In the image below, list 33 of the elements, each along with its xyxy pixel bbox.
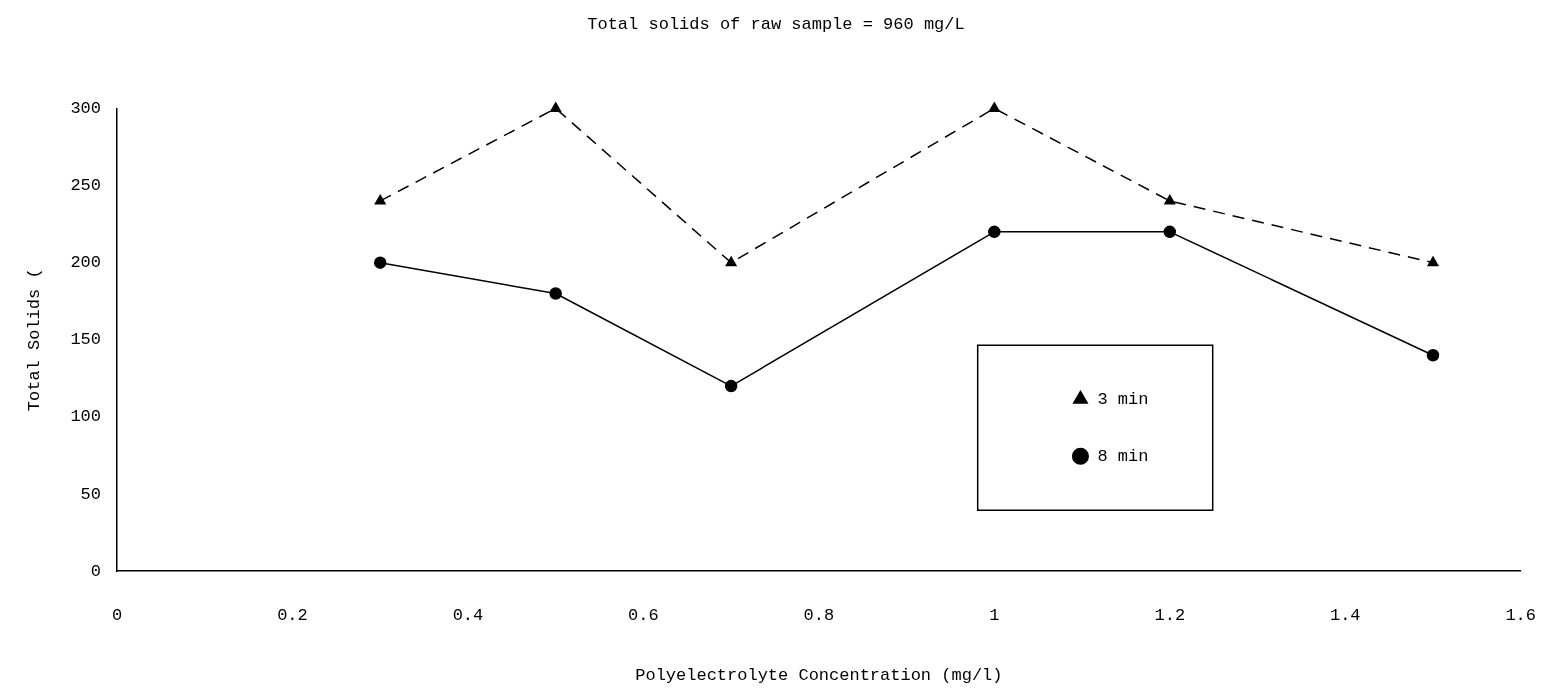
y-tick-label: 150 bbox=[70, 330, 101, 350]
x-tick-label: 1.2 bbox=[1154, 605, 1186, 625]
chart-title: Total solids of raw sample = 960 mg/L bbox=[587, 14, 965, 34]
point bbox=[550, 102, 562, 112]
x-tick-label: 1.6 bbox=[1505, 605, 1536, 625]
x-tick-label: 0.2 bbox=[277, 605, 308, 625]
x-axis-title: Polyelectrolyte Concentration (mg/l) bbox=[635, 666, 1003, 686]
point bbox=[725, 256, 737, 267]
x-tick-label: 0.8 bbox=[803, 605, 835, 625]
y-tick-label: 250 bbox=[70, 176, 101, 196]
legend-label: 8 min bbox=[1097, 446, 1149, 466]
point bbox=[549, 287, 562, 300]
point bbox=[1164, 194, 1176, 205]
legend-label: 3 min bbox=[1097, 389, 1149, 409]
point bbox=[374, 194, 386, 205]
y-tick-label: 200 bbox=[70, 253, 101, 273]
x-tick-label: 0.6 bbox=[628, 605, 659, 625]
y-tick-label: 300 bbox=[70, 98, 101, 118]
point bbox=[1426, 348, 1440, 362]
point bbox=[1427, 256, 1439, 267]
y-axis-title: Total Solids ( bbox=[24, 268, 44, 412]
point bbox=[373, 256, 387, 269]
x-tick-label: 0.4 bbox=[452, 605, 484, 625]
x-tick-label: 1.4 bbox=[1329, 605, 1361, 625]
y-tick-label: 100 bbox=[70, 407, 101, 427]
x-tick-label: 0 bbox=[111, 605, 123, 625]
point bbox=[1163, 225, 1177, 239]
x-tick-label: 1 bbox=[989, 605, 1000, 625]
point bbox=[724, 379, 738, 393]
y-tick-label: 0 bbox=[90, 561, 101, 581]
y-tick-label: 50 bbox=[80, 484, 101, 504]
point bbox=[988, 225, 1001, 239]
point bbox=[988, 102, 1000, 112]
